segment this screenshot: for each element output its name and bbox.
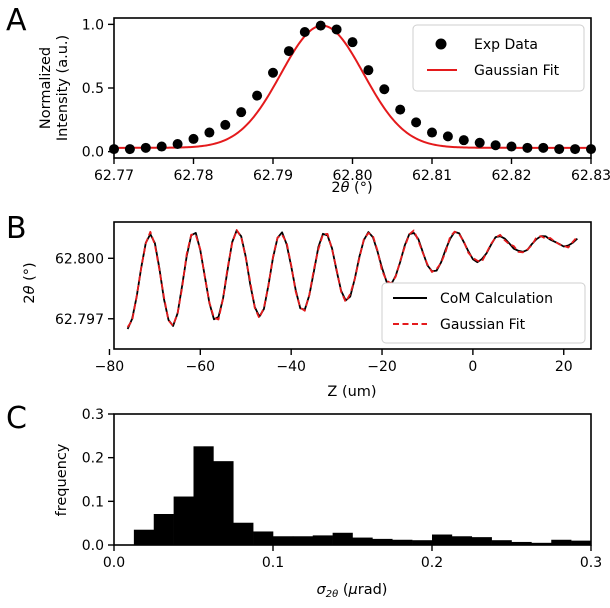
legend-label-exp-data: Exp Data — [474, 37, 538, 53]
panel-c-xtick-label: 0.2 — [421, 555, 443, 571]
exp-data-point — [332, 24, 342, 34]
histogram-bar — [233, 523, 253, 545]
exp-data-point — [220, 120, 230, 130]
panel-b-xtick-label: 0 — [468, 359, 477, 375]
exp-data-point — [443, 131, 453, 141]
exp-data-point — [125, 144, 135, 154]
legend-label-gaussian-fit-a: Gaussian Fit — [474, 63, 560, 79]
panel-c-ytick-label: 0.0 — [82, 538, 104, 554]
panel-a-letter: A — [6, 3, 27, 38]
panel-b-legend: CoM Calculation Gaussian Fit — [382, 283, 585, 343]
exp-data-point — [348, 37, 358, 47]
exp-data-point — [427, 128, 437, 138]
panel-c-ytick-label: 0.1 — [82, 494, 104, 510]
exp-data-point — [204, 128, 214, 138]
exp-data-point — [284, 46, 294, 56]
panel-a-xtick-label: 62.82 — [491, 168, 531, 184]
histogram-bar — [134, 530, 154, 545]
panel-b-ytick-label: 62.800 — [55, 251, 104, 267]
exp-data-point — [268, 68, 278, 78]
panel-c-xlabel: σ2θ (μrad) — [317, 582, 388, 600]
panel-a-ylabel-line1: Normalized — [38, 47, 54, 129]
panel-b-ylabel: 2θ (°) — [22, 262, 38, 303]
panel-b: B −80 −60 −40 −20 0 20 62.797 62.800 Z (um) 2θ … — [6, 211, 591, 400]
exp-data-point — [411, 117, 421, 127]
panel-a-ytick-label: 0.0 — [82, 145, 104, 161]
panel-c-xtick-label: 0.1 — [262, 555, 284, 571]
legend-label-gaussian-fit-b: Gaussian Fit — [440, 317, 526, 333]
panel-b-xtick-label: −80 — [95, 359, 125, 375]
exp-data-point — [363, 65, 373, 75]
histogram-bar — [452, 536, 472, 545]
exp-data-point — [554, 144, 564, 154]
panel-a: A 62.77 62.78 62.79 62.80 62.81 62.82 62.83 0.0… — [6, 3, 610, 196]
panel-b-xtick-label: −40 — [276, 359, 306, 375]
panel-c-xtick-label: 0.0 — [103, 555, 125, 571]
exp-data-point — [491, 140, 501, 150]
panel-c-plot-area — [134, 446, 591, 545]
exp-data-point — [395, 105, 405, 115]
panel-b-letter: B — [6, 211, 27, 246]
panel-a-legend: Exp Data Gaussian Fit — [413, 25, 584, 91]
histogram-bar — [154, 514, 174, 545]
histogram-bar — [313, 535, 333, 545]
panel-b-xlabel: Z (um) — [327, 384, 376, 400]
exp-data-point — [141, 143, 151, 153]
histogram-bar — [472, 537, 492, 545]
panel-b-xtick-label: 20 — [555, 359, 573, 375]
legend-label-com-calculation: CoM Calculation — [440, 291, 553, 307]
histogram-bar — [432, 535, 452, 545]
exp-data-point — [570, 144, 580, 154]
panel-c-ytick-label: 0.2 — [82, 451, 104, 467]
histogram-bar — [372, 539, 392, 545]
panel-a-legend-box — [413, 25, 584, 91]
panel-c-ytick-label: 0.3 — [82, 407, 104, 423]
panel-a-xtick-label: 62.81 — [412, 168, 452, 184]
histogram-bar — [174, 497, 194, 545]
panel-a-ylabel-line2: Intensity (a.u.) — [55, 35, 71, 141]
panel-a-xtick-label: 62.78 — [173, 168, 213, 184]
exp-data-point — [475, 138, 485, 148]
panel-c: C 0.0 0.1 0.2 0.3 0.0 0.1 0.2 0.3 σ2θ (μrad) fr… — [6, 401, 602, 600]
panel-a-ytick-label: 0.5 — [82, 81, 104, 97]
panel-c-ticks: 0.0 0.1 0.2 0.3 0.0 0.1 0.2 0.3 — [82, 407, 602, 571]
panel-b-ytick-label: 62.797 — [55, 312, 104, 328]
exp-data-point — [459, 135, 469, 145]
exp-data-point — [379, 84, 389, 94]
panel-c-xtick-label: 0.3 — [580, 555, 602, 571]
legend-marker-exp-data — [436, 39, 447, 50]
exp-data-point — [300, 27, 310, 37]
histogram-bar — [273, 536, 293, 545]
panel-a-xtick-label: 62.77 — [94, 168, 134, 184]
histogram-bar — [213, 461, 233, 545]
panel-b-xtick-label: −60 — [186, 359, 216, 375]
panel-b-xtick-label: −20 — [367, 359, 397, 375]
histogram-bar — [293, 536, 313, 545]
panel-a-ytick-label: 1.0 — [82, 17, 104, 33]
histogram-bar — [194, 446, 214, 545]
histogram-bar — [253, 531, 273, 545]
panel-c-ylabel: frequency — [54, 443, 70, 516]
exp-data-point — [189, 134, 199, 144]
exp-data-point — [173, 139, 183, 149]
histogram-bar — [333, 533, 353, 545]
panel-a-xtick-label: 62.79 — [253, 168, 293, 184]
panel-a-xtick-label: 62.83 — [571, 168, 610, 184]
exp-data-point — [507, 142, 517, 152]
exp-data-point — [236, 107, 246, 117]
exp-data-point — [538, 143, 548, 153]
exp-data-point — [316, 21, 326, 31]
exp-data-point — [522, 143, 532, 153]
histogram-bar — [353, 538, 373, 545]
panel-a-xlabel: 2θ (°) — [331, 180, 372, 196]
panel-c-letter: C — [6, 401, 27, 436]
exp-data-point — [157, 142, 167, 152]
exp-data-point — [252, 91, 262, 101]
